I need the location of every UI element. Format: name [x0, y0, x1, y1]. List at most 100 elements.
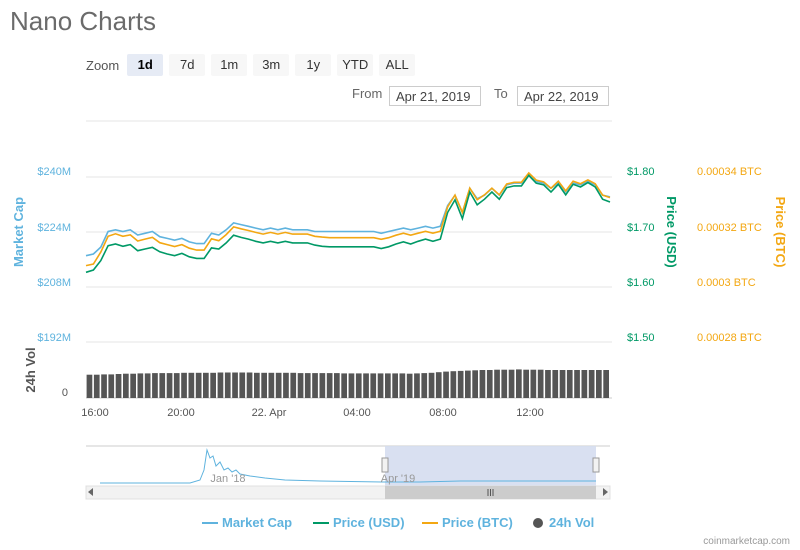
legend-item-price-btc[interactable]: Price (BTC)	[422, 515, 513, 530]
volume-bar	[246, 372, 253, 398]
volume-bar	[421, 373, 428, 398]
navigator-selection[interactable]	[385, 446, 596, 486]
x-tick-label: 04:00	[343, 407, 371, 419]
volume-bar	[217, 372, 224, 398]
to-date-input[interactable]: Apr 22, 2019	[517, 86, 609, 106]
price-usd-tick: $1.80	[627, 166, 655, 178]
navigator-handle-right[interactable]	[592, 457, 600, 473]
zoom-label: Zoom	[86, 57, 120, 73]
volume-bar	[283, 372, 289, 398]
market-cap-tick: $208M	[37, 277, 71, 289]
zoom-button-1m[interactable]: 1m	[211, 54, 248, 76]
navigator-handle-left[interactable]	[381, 457, 389, 473]
x-tick-label: 16:00	[81, 407, 109, 419]
market-cap-tick: $192M	[37, 332, 71, 344]
scroll-left-arrow-icon[interactable]	[88, 488, 93, 496]
volume-bar	[450, 371, 457, 398]
market-cap-tick: $224M	[37, 222, 71, 234]
volume-bar	[443, 371, 449, 398]
volume-bar	[188, 372, 195, 398]
volume-bar	[101, 374, 107, 398]
volume-bar	[574, 370, 580, 398]
price-usd-axis: $1.80 $1.70 $1.60 $1.50 Price (USD)	[627, 166, 679, 344]
volume-bar	[326, 373, 333, 398]
price-btc-line	[85, 171, 611, 267]
volume-bars	[86, 369, 609, 398]
scroll-right-arrow-icon[interactable]	[603, 488, 608, 496]
to-label: To	[494, 86, 508, 101]
volume-bar	[159, 373, 166, 398]
volume-bar	[559, 370, 566, 398]
volume-bar	[210, 372, 216, 398]
volume-bar	[530, 369, 537, 398]
volume-bar	[537, 369, 544, 398]
watermark: coinmarketcap.com	[703, 536, 790, 547]
volume-bar	[588, 370, 595, 398]
price-usd-line	[85, 174, 611, 274]
market-cap-axis: $240M $224M $208M $192M Market Cap	[11, 166, 71, 344]
zoom-button-1y[interactable]: 1y	[295, 54, 332, 76]
volume-bar	[385, 373, 391, 398]
zoom-bar: Zoom 1d 7d 1m 3m 1y YTD ALL	[86, 54, 416, 76]
volume-bar	[130, 373, 136, 398]
grid	[86, 120, 612, 399]
x-axis: 16:00 20:00 22. Apr 04:00 08:00 12:00	[81, 407, 544, 419]
volume-bar	[399, 373, 406, 398]
volume-bar	[596, 370, 602, 398]
from-label: From	[352, 86, 383, 101]
volume-bar	[414, 373, 420, 398]
volume-bar	[181, 372, 187, 398]
volume-bar	[137, 373, 144, 398]
zoom-button-1d[interactable]: 1d	[127, 54, 164, 76]
page-title: Nano Charts	[10, 6, 156, 36]
x-tick-label: 08:00	[429, 407, 457, 419]
volume-bar	[203, 372, 209, 398]
scrollbar-grip-icon	[487, 489, 494, 496]
volume-bar	[86, 374, 93, 398]
navigator[interactable]: Jan '18 Apr '19	[85, 445, 611, 500]
legend-label: Market Cap	[222, 515, 292, 530]
legend-item-24h-vol[interactable]: 24h Vol	[533, 515, 594, 530]
x-tick-label: 22. Apr	[252, 407, 287, 419]
navigator-label: Jan '18	[210, 473, 245, 485]
volume-tick: 0	[62, 387, 68, 399]
volume-bar	[566, 370, 573, 398]
volume-dot-icon	[533, 518, 543, 528]
volume-bar	[545, 370, 551, 398]
volume-bar	[144, 373, 151, 398]
volume-bar	[348, 373, 355, 398]
market-cap-axis-title: Market Cap	[11, 197, 26, 267]
legend-label: Price (USD)	[333, 515, 405, 530]
volume-bar	[195, 372, 202, 398]
volume-bar	[224, 372, 231, 398]
volume-axis: 0 24h Vol	[23, 347, 68, 399]
zoom-button-all[interactable]: ALL	[379, 54, 416, 76]
volume-axis-title: 24h Vol	[23, 347, 38, 392]
volume-bar	[232, 372, 238, 398]
price-usd-tick: $1.70	[627, 222, 655, 234]
volume-bar	[108, 374, 115, 398]
price-btc-axis-title: Price (BTC)	[773, 197, 788, 268]
price-btc-tick: 0.00032 BTC	[697, 222, 762, 234]
zoom-button-7d[interactable]: 7d	[169, 54, 206, 76]
volume-bar	[123, 373, 129, 398]
volume-bar	[501, 369, 508, 398]
legend-label: Price (BTC)	[442, 515, 513, 530]
price-btc-axis: 0.00034 BTC 0.00032 BTC 0.0003 BTC 0.000…	[697, 166, 788, 344]
price-usd-tick: $1.50	[627, 332, 655, 344]
volume-bar	[304, 373, 311, 398]
series-lines	[85, 171, 611, 274]
zoom-button-ytd[interactable]: YTD	[337, 54, 374, 76]
volume-bar	[93, 374, 100, 398]
x-tick-label: 12:00	[516, 407, 544, 419]
volume-bar	[465, 370, 471, 398]
zoom-button-3m[interactable]: 3m	[253, 54, 290, 76]
volume-bar	[115, 374, 122, 398]
volume-bar	[370, 373, 377, 398]
volume-bar	[494, 369, 500, 398]
legend-item-price-usd[interactable]: Price (USD)	[313, 515, 405, 530]
volume-bar	[152, 373, 158, 398]
from-date-input[interactable]: Apr 21, 2019	[389, 86, 481, 106]
legend-item-market-cap[interactable]: Market Cap	[202, 515, 292, 530]
volume-bar	[261, 372, 267, 398]
